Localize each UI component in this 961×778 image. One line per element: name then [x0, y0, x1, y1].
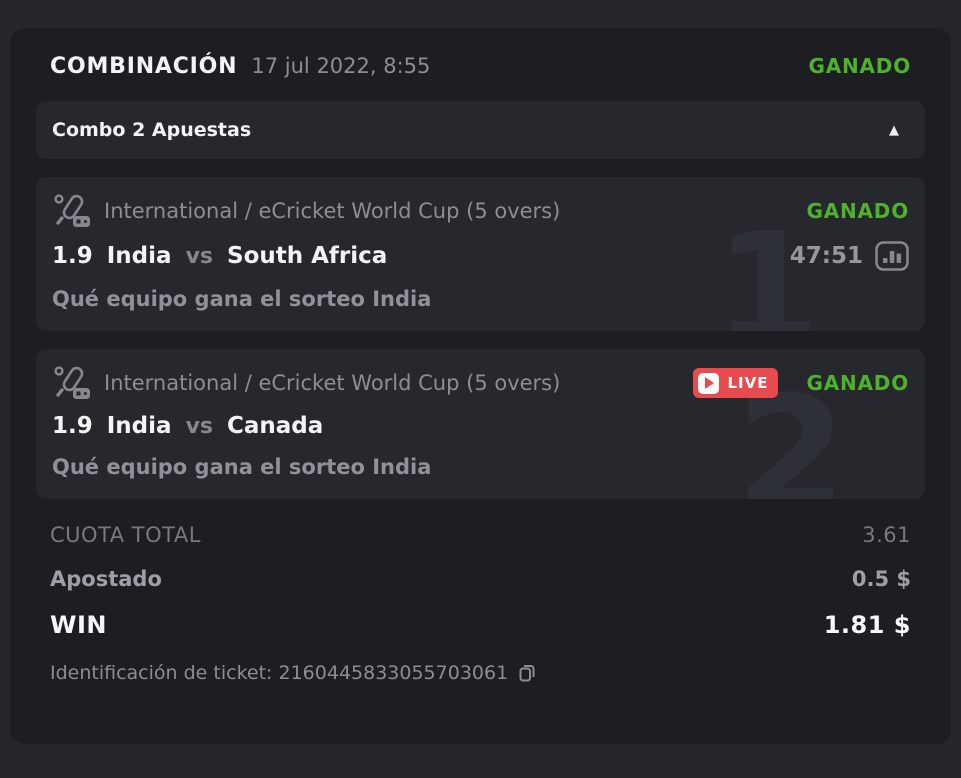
bet-league-row: International / eCricket World Cup (5 ov…: [52, 365, 909, 401]
home-team: India: [106, 413, 172, 439]
stake-row: Apostado 0.5 $: [50, 567, 911, 591]
copy-icon[interactable]: [516, 661, 538, 685]
match-time: 47:51: [789, 243, 863, 269]
bet-status-badge: GANADO: [806, 371, 909, 395]
match-title: 1.9 India vs Canada: [52, 413, 909, 439]
ticket-id-row: Identificación de ticket: 21604458330557…: [50, 661, 911, 685]
bet-league-row: International / eCricket World Cup (5 ov…: [52, 193, 909, 229]
bet-card: 2 International / eCricket World Cup (5 …: [36, 349, 925, 499]
combo-accordion-toggle[interactable]: Combo 2 Apuestas ▲: [36, 101, 925, 159]
collapse-arrow-icon[interactable]: ▲: [889, 122, 899, 138]
play-icon: [698, 372, 720, 394]
match-title: 1.9 India vs South Africa: [52, 243, 790, 269]
ticket-status-badge: GANADO: [808, 54, 911, 78]
total-odds-value: 3.61: [862, 523, 911, 547]
win-label: WIN: [50, 611, 107, 639]
ecricket-sport-icon: [52, 365, 94, 401]
ticket-date: 17 jul 2022, 8:55: [251, 54, 431, 78]
league-breadcrumb: International / eCricket World Cup (5 ov…: [104, 371, 561, 395]
bar-chart-icon[interactable]: [875, 241, 909, 271]
live-label: LIVE: [727, 374, 769, 392]
win-row: WIN 1.81 $: [50, 611, 911, 639]
vs-label: vs: [185, 244, 213, 269]
bet-card: 1 International / eCricket World Cup (5 …: [36, 177, 925, 331]
ticket-id-value: 2160445833055703061: [278, 662, 509, 684]
away-team: South Africa: [227, 243, 388, 269]
odds-value: 1.9: [52, 243, 93, 269]
bet-match-row: 1.9 India vs South Africa 47:51: [52, 241, 909, 271]
bet-index-watermark: 1: [714, 200, 820, 332]
match-meta: 47:51: [790, 241, 909, 271]
ticket-type-title: COMBINACIÓN: [50, 54, 238, 79]
ticket-id-label: Identificación de ticket:: [50, 662, 273, 684]
win-value: 1.81 $: [823, 611, 911, 639]
ticket-header: COMBINACIÓN 17 jul 2022, 8:55 GANADO: [50, 48, 911, 81]
bet-ticket-card: COMBINACIÓN 17 jul 2022, 8:55 GANADO Com…: [10, 28, 951, 744]
bet-status-badge: GANADO: [806, 199, 909, 223]
total-odds-label: CUOTA TOTAL: [50, 523, 201, 547]
total-odds-row: CUOTA TOTAL 3.61: [50, 523, 911, 547]
odds-value: 1.9: [52, 413, 93, 439]
market-description: Qué equipo gana el sorteo India: [52, 287, 432, 311]
stake-value: 0.5 $: [851, 567, 911, 591]
page: { "colors": { "page_bg": "#25272b", "con…: [0, 28, 961, 778]
market-description: Qué equipo gana el sorteo India: [52, 455, 432, 479]
live-badge: LIVE: [693, 368, 779, 398]
ecricket-sport-icon: [52, 193, 94, 229]
bet-match-row: 1.9 India vs Canada: [52, 413, 909, 439]
combo-label: Combo 2 Apuestas: [52, 119, 252, 141]
vs-label: vs: [185, 414, 213, 439]
stake-label: Apostado: [50, 567, 162, 591]
league-breadcrumb: International / eCricket World Cup (5 ov…: [104, 199, 561, 223]
home-team: India: [106, 243, 172, 269]
away-team: Canada: [227, 413, 324, 439]
